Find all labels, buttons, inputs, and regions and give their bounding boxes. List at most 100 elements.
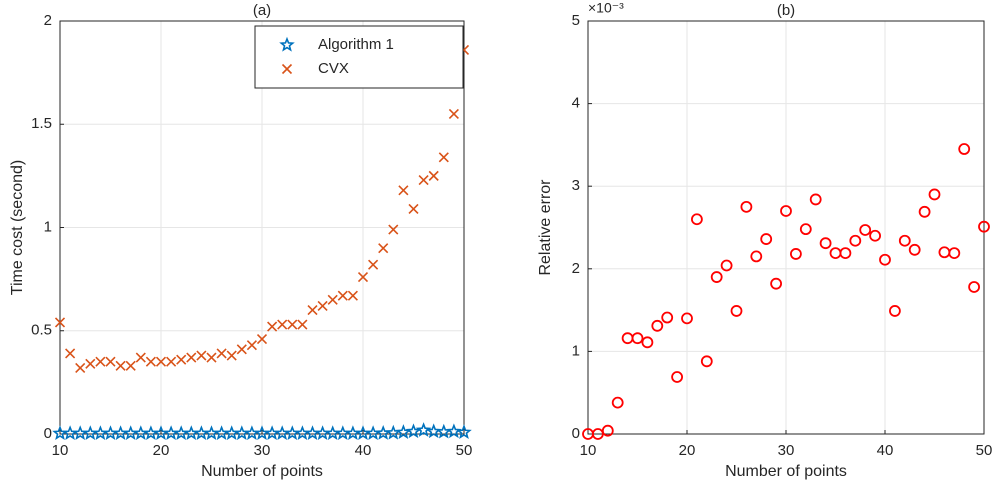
marker xyxy=(378,243,389,254)
marker xyxy=(720,259,733,272)
marker xyxy=(418,174,429,186)
marker xyxy=(691,213,703,226)
marker xyxy=(428,170,439,181)
x-tick-label: 30 xyxy=(254,442,271,459)
y-tick-label: 1.5 xyxy=(31,115,52,132)
marker xyxy=(246,340,257,351)
marker xyxy=(155,356,167,367)
axes-box xyxy=(59,20,465,435)
marker xyxy=(226,350,237,361)
y-tick-label: 4 xyxy=(572,95,580,112)
marker xyxy=(780,205,792,217)
x-tick-label: 10 xyxy=(52,442,69,459)
marker xyxy=(631,332,644,345)
marker xyxy=(65,348,76,359)
y-tick-label: 0 xyxy=(572,425,580,442)
marker xyxy=(651,319,664,332)
x-tick-label: 40 xyxy=(355,442,372,459)
marker xyxy=(859,224,872,236)
marker xyxy=(317,300,328,312)
x-tick-label: 50 xyxy=(976,442,993,459)
legend-box xyxy=(254,25,464,89)
marker xyxy=(357,271,369,283)
marker xyxy=(446,423,462,439)
y-tick-label: 3 xyxy=(572,177,580,194)
chart-title: (b) xyxy=(777,2,795,19)
y-exponent: ×10⁻³ xyxy=(588,0,624,16)
x-tick-label: 40 xyxy=(877,442,894,459)
y-tick-label: 1 xyxy=(44,218,52,235)
x-axis-label: Number of points xyxy=(201,463,323,480)
legend-label: CVX xyxy=(318,60,349,77)
marker xyxy=(448,108,459,119)
x-tick-label: 30 xyxy=(778,442,795,459)
marker xyxy=(700,355,713,368)
marker xyxy=(641,336,654,349)
x-tick-label: 20 xyxy=(153,442,170,459)
marker xyxy=(408,203,419,214)
marker xyxy=(236,344,247,355)
x-tick-label: 50 xyxy=(456,442,473,459)
marker xyxy=(277,319,288,330)
marker xyxy=(681,312,693,325)
y-axis-label: Time cost (second) xyxy=(9,160,26,295)
legend-marker xyxy=(281,63,293,75)
y-axis-label: Relative error xyxy=(537,179,554,276)
marker xyxy=(710,271,723,283)
marker xyxy=(388,224,399,235)
marker xyxy=(287,319,298,330)
legend-label: Algorithm 1 xyxy=(318,36,394,53)
marker xyxy=(438,152,449,163)
marker xyxy=(307,305,318,316)
marker xyxy=(898,234,911,247)
marker xyxy=(889,305,901,317)
marker xyxy=(125,360,136,371)
y-tick-label: 2 xyxy=(44,12,52,29)
marker xyxy=(196,350,207,361)
marker xyxy=(809,193,822,206)
x-tick-label: 20 xyxy=(679,442,696,459)
marker xyxy=(740,200,753,213)
marker xyxy=(849,234,862,247)
y-tick-label: 5 xyxy=(572,12,580,29)
marker xyxy=(750,250,763,263)
y-tick-label: 1 xyxy=(572,342,580,359)
marker xyxy=(267,321,278,332)
marker xyxy=(730,305,743,317)
marker xyxy=(790,248,802,260)
marker xyxy=(948,247,961,260)
marker xyxy=(216,348,227,359)
marker xyxy=(415,422,432,437)
marker xyxy=(819,237,832,250)
marker xyxy=(978,220,990,233)
marker xyxy=(327,294,338,305)
marker xyxy=(839,247,852,260)
marker xyxy=(918,205,931,218)
axes-box xyxy=(587,20,985,435)
marker xyxy=(105,356,116,367)
marker xyxy=(337,290,348,301)
marker xyxy=(176,354,187,365)
marker xyxy=(95,356,106,367)
marker xyxy=(661,311,674,324)
y-tick-label: 2 xyxy=(572,260,580,277)
x-axis-label: Number of points xyxy=(725,463,847,480)
marker xyxy=(186,352,197,363)
marker xyxy=(958,143,971,155)
marker xyxy=(405,423,422,439)
marker xyxy=(760,233,773,245)
marker xyxy=(799,223,812,236)
marker xyxy=(256,333,268,345)
marker xyxy=(879,253,891,266)
y-tick-label: 0 xyxy=(44,425,52,442)
marker xyxy=(928,188,941,201)
marker xyxy=(601,424,614,437)
marker xyxy=(869,229,881,242)
marker xyxy=(75,362,86,373)
marker xyxy=(456,424,472,439)
marker xyxy=(85,358,96,369)
y-tick-label: 0.5 xyxy=(31,322,52,339)
chart-title: (a) xyxy=(253,2,271,19)
marker xyxy=(135,352,146,363)
legend-marker xyxy=(279,36,295,52)
